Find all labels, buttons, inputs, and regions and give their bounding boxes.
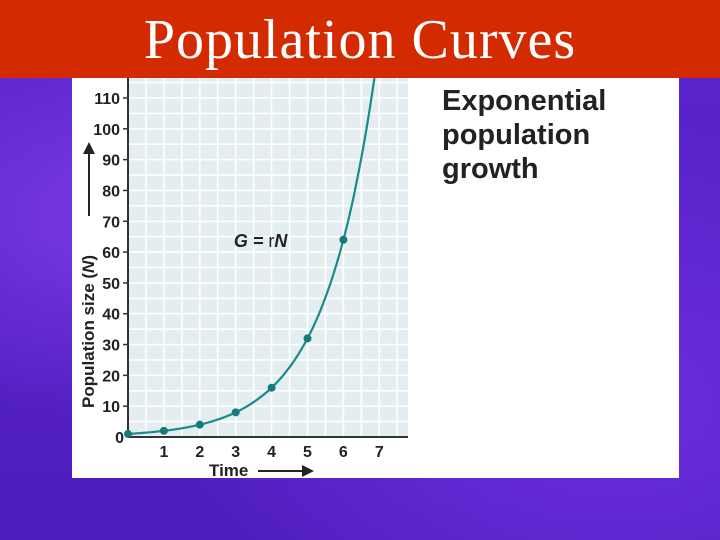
chart-heading: Exponential population growth	[442, 84, 672, 186]
y-tick-label: 10	[102, 399, 120, 416]
axes	[127, 78, 408, 438]
grid-vertical	[145, 78, 399, 437]
y-tick-label: 0	[115, 430, 124, 447]
growth-curve	[127, 78, 376, 435]
x-tick-label: 4	[267, 444, 276, 461]
data-point	[195, 420, 204, 429]
y-tick-labels: 0 10 20 30 40 50 60 70 80 90 100 110	[93, 91, 128, 447]
chart-heading-line-3: growth	[442, 153, 539, 185]
data-points	[124, 235, 348, 438]
chart-heading-line-2: population	[442, 119, 591, 151]
equation-part-r: r	[268, 231, 274, 251]
data-point	[303, 334, 312, 343]
equation-label: G = rN	[234, 231, 289, 251]
x-tick-labels: 1 2 3 4 5 6 7	[159, 444, 383, 461]
x-axis-label: Time	[209, 461, 248, 478]
y-tick-label: 50	[102, 276, 120, 293]
y-axis-label: Population size (N)	[79, 255, 98, 408]
data-point	[124, 429, 132, 438]
y-tick-label: 100	[93, 122, 120, 139]
data-point	[339, 235, 348, 244]
x-tick-label: 1	[159, 444, 168, 461]
x-tick-label: 2	[195, 444, 204, 461]
x-tick-label: 3	[231, 444, 240, 461]
x-axis-label-group: Time	[209, 461, 314, 478]
y-tick-label: 90	[102, 153, 120, 170]
y-tick-label: 40	[102, 307, 120, 324]
y-axis-label-part-1: Population size (	[79, 273, 98, 408]
y-tick-label: 110	[94, 91, 120, 108]
x-axis-arrow-head	[302, 465, 314, 477]
y-axis-label-group: Population size (N)	[79, 142, 98, 408]
data-point	[267, 383, 276, 392]
x-tick-label: 5	[303, 444, 312, 461]
y-axis-label-part-3: )	[79, 255, 98, 261]
x-tick-label: 7	[375, 444, 384, 461]
data-point	[159, 426, 168, 435]
y-tick-label: 60	[102, 245, 120, 262]
slide-title: Population Curves	[143, 9, 577, 71]
y-tick-label: 70	[102, 214, 120, 231]
y-axis-label-part-n: N	[79, 260, 98, 273]
y-tick-label: 80	[102, 183, 120, 200]
data-point	[231, 408, 240, 417]
chart-heading-line-1: Exponential	[442, 85, 607, 117]
x-tick-label: 6	[339, 444, 348, 461]
y-tick-label: 30	[102, 338, 120, 355]
y-axis-arrow-head	[83, 142, 95, 154]
y-tick-label: 20	[102, 368, 120, 385]
equation-part-lhs: G =	[234, 231, 269, 251]
title-bar: Population Curves	[0, 0, 720, 78]
equation-part-n: N	[274, 231, 288, 251]
